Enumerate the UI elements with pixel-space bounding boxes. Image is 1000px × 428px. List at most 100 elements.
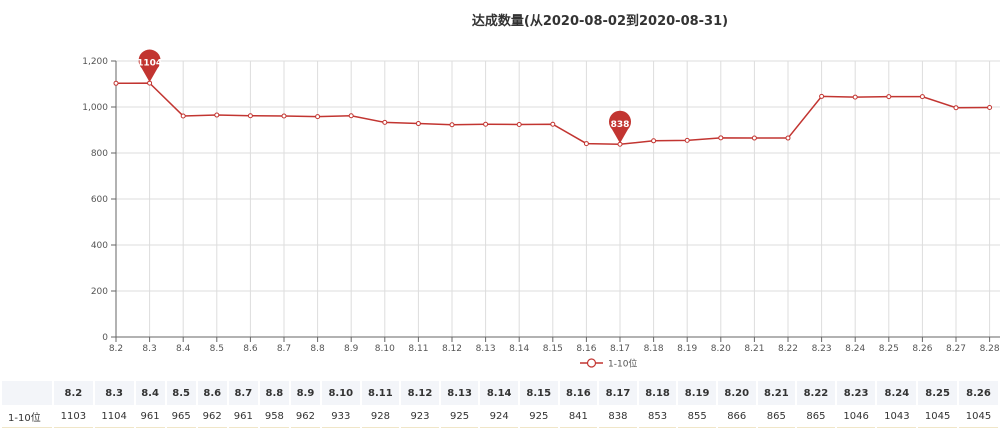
- data-point[interactable]: [348, 113, 354, 119]
- data-point[interactable]: [852, 94, 858, 100]
- table-cell: 1045: [959, 405, 998, 428]
- data-point[interactable]: [516, 121, 522, 127]
- x-tick-label: 8.3: [142, 344, 156, 354]
- data-point[interactable]: [180, 113, 186, 119]
- table-cell: 838: [599, 405, 637, 428]
- data-point[interactable]: [684, 137, 690, 143]
- data-point[interactable]: [382, 119, 388, 125]
- x-tick-label: 8.25: [879, 344, 899, 354]
- x-tick-label: 8.10: [375, 344, 395, 354]
- table-cell: 923: [401, 405, 439, 428]
- x-tick-label: 8.20: [711, 344, 731, 354]
- table-cell: 962: [197, 405, 227, 428]
- row-label: 1-10位: [2, 405, 52, 428]
- data-point[interactable]: [785, 135, 791, 141]
- table-cell: 933: [322, 405, 360, 428]
- column-header: 8.20: [717, 381, 756, 405]
- data-point[interactable]: [415, 121, 421, 127]
- table-cell: 961: [228, 405, 258, 428]
- column-header: 8.26: [959, 381, 998, 405]
- table-cell: 1043: [877, 405, 917, 428]
- table-corner: [2, 381, 52, 405]
- x-tick-label: 8.13: [476, 344, 496, 354]
- x-tick-label: 8.27: [946, 344, 966, 354]
- column-header: 8.16: [559, 381, 598, 405]
- table-cell: 925: [440, 405, 479, 428]
- data-point[interactable]: [751, 135, 757, 141]
- table-cell: 866: [717, 405, 756, 428]
- table-cell: 925: [519, 405, 558, 428]
- y-tick-label: 400: [91, 241, 108, 251]
- column-header: 8.14: [480, 381, 518, 405]
- markpoint-label: 1104: [137, 59, 162, 69]
- data-point[interactable]: [953, 105, 959, 111]
- data-point[interactable]: [483, 121, 489, 127]
- data-point[interactable]: [987, 104, 993, 110]
- x-tick-label: 8.26: [912, 344, 932, 354]
- data-point[interactable]: [718, 135, 724, 141]
- pin-icon: [609, 110, 631, 144]
- table-cell: 958: [259, 405, 289, 428]
- y-tick-label: 0: [102, 333, 108, 343]
- pin-icon: [138, 49, 161, 83]
- data-point[interactable]: [315, 114, 321, 120]
- x-tick-label: 8.5: [210, 344, 224, 354]
- x-tick-label: 8.7: [277, 344, 291, 354]
- x-tick-label: 8.21: [744, 344, 764, 354]
- y-tick-label: 1,200: [82, 57, 108, 67]
- data-point[interactable]: [113, 80, 119, 86]
- column-header: 8.4: [135, 381, 165, 405]
- table-cell: 1046: [836, 405, 876, 428]
- data-point[interactable]: [886, 94, 892, 100]
- table-row: 1-10位 1103 1104 961 965 962 961 958 962 933 928 923…: [2, 405, 998, 428]
- chart-title: 达成数量(从2020-08-02到2020-08-31): [472, 13, 728, 29]
- table-cell: 1045: [918, 405, 958, 428]
- column-header: 8.8: [259, 381, 289, 405]
- data-point[interactable]: [651, 138, 657, 144]
- table-cell: 1103: [54, 405, 93, 428]
- data-point[interactable]: [214, 112, 220, 118]
- x-tick-label: 8.11: [408, 344, 428, 354]
- legend[interactable]: 1-10位: [580, 358, 637, 370]
- column-header: 8.22: [797, 381, 835, 405]
- table-cell: 855: [678, 405, 716, 428]
- x-tick-label: 8.14: [509, 344, 529, 354]
- y-tick-label: 200: [91, 287, 108, 297]
- x-tick-label: 8.24: [845, 344, 865, 354]
- x-tick-label: 8.12: [442, 344, 462, 354]
- table-cell: 961: [135, 405, 165, 428]
- data-point[interactable]: [583, 141, 589, 147]
- data-table: 8.2 8.3 8.4 8.5 8.6 8.7 8.8 8.9 8.10 8.11 8.12 8.13…: [0, 381, 1000, 428]
- data-point[interactable]: [281, 113, 287, 119]
- x-tick-label: 8.9: [344, 344, 359, 354]
- column-header: 8.24: [877, 381, 917, 405]
- column-header: 8.9: [290, 381, 320, 405]
- x-tick-label: 8.18: [644, 344, 664, 354]
- table-cell: 924: [480, 405, 518, 428]
- markpoint-pin: 838: [609, 110, 631, 144]
- table-cell: 865: [797, 405, 835, 428]
- x-tick-label: 8.22: [778, 344, 798, 354]
- table-cell: 962: [290, 405, 320, 428]
- column-header: 8.21: [757, 381, 796, 405]
- markpoint-label: 838: [611, 120, 630, 130]
- column-header: 8.6: [197, 381, 227, 405]
- column-header: 8.3: [94, 381, 134, 405]
- table-cell: 853: [638, 405, 677, 428]
- column-header: 8.5: [166, 381, 196, 405]
- data-point[interactable]: [919, 94, 925, 100]
- x-tick-label: 8.6: [243, 344, 258, 354]
- x-tick-label: 8.2: [109, 344, 123, 354]
- column-header: 8.15: [519, 381, 558, 405]
- data-point[interactable]: [449, 122, 455, 128]
- column-header: 8.11: [361, 381, 400, 405]
- column-header: 8.12: [401, 381, 439, 405]
- x-tick-label: 8.19: [677, 344, 697, 354]
- column-header: 8.2: [54, 381, 93, 405]
- data-point[interactable]: [550, 121, 556, 127]
- x-tick-label: 8.28: [980, 344, 1000, 354]
- data-point[interactable]: [819, 93, 825, 99]
- y-tick-label: 800: [91, 149, 108, 159]
- data-point[interactable]: [247, 113, 253, 119]
- y-tick-label: 1,000: [82, 103, 108, 113]
